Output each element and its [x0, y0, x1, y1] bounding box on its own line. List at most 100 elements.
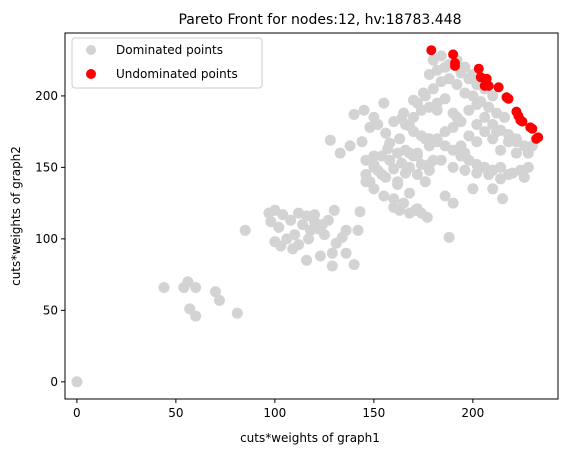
dominated-point	[471, 136, 482, 147]
dominated-point	[459, 148, 470, 159]
y-tick-label: 200	[35, 89, 58, 103]
x-tick-label: 200	[461, 406, 484, 420]
x-axis: 0 50 100 150 200	[73, 399, 484, 420]
dominated-point	[325, 135, 336, 146]
dominated-point	[357, 136, 368, 147]
y-tick-label: 0	[50, 375, 58, 389]
dominated-point	[394, 205, 405, 216]
dominated-point	[404, 120, 415, 131]
dominated-point	[424, 159, 435, 170]
dominated-point	[523, 148, 534, 159]
y-axis-label: cuts*weights of graph2	[9, 146, 23, 286]
dominated-point	[335, 148, 346, 159]
dominated-point	[487, 90, 498, 101]
dominated-point	[392, 176, 403, 187]
dominated-point	[376, 169, 387, 180]
x-tick-label: 150	[362, 406, 385, 420]
dominated-point	[329, 205, 340, 216]
dominated-point	[380, 128, 391, 139]
undominated-point	[527, 124, 537, 134]
y-tick-label: 150	[35, 160, 58, 174]
dominated-point	[303, 233, 314, 244]
y-tick-label: 100	[35, 232, 58, 246]
y-axis: 0 50 100 150 200	[35, 89, 65, 389]
dominated-point	[483, 169, 494, 180]
dominated-point	[71, 376, 82, 387]
dominated-point	[452, 112, 463, 123]
dominated-point	[420, 176, 431, 187]
dominated-point	[495, 145, 506, 156]
dominated-point	[384, 138, 395, 149]
dominated-point	[436, 155, 447, 166]
dominated-point	[444, 232, 455, 243]
dominated-point	[301, 255, 312, 266]
dominated-point	[372, 119, 383, 130]
undominated-point	[531, 134, 541, 144]
dominated-point	[341, 225, 352, 236]
dominated-point	[420, 133, 431, 144]
undominated-point	[484, 81, 494, 91]
dominated-point	[394, 133, 405, 144]
dominated-point	[309, 209, 320, 220]
dominated-point	[378, 191, 389, 202]
dominated-point	[159, 282, 170, 293]
dominated-point	[319, 229, 330, 240]
dominated-point	[491, 126, 502, 137]
dominated-point	[190, 311, 201, 322]
dominated-point	[459, 165, 470, 176]
dominated-point	[349, 259, 360, 270]
dominated-point	[416, 208, 427, 219]
legend-marker-undominated	[86, 69, 96, 79]
dominated-point	[404, 148, 415, 159]
dominated-points-series	[71, 50, 537, 387]
dominated-point	[293, 239, 304, 250]
dominated-point	[345, 140, 356, 151]
undominated-point	[474, 64, 484, 74]
chart-title: Pareto Front for nodes:12, hv:18783.448	[178, 12, 461, 28]
dominated-point	[408, 95, 419, 106]
dominated-point	[487, 183, 498, 194]
undominated-point	[450, 61, 460, 71]
dominated-point	[519, 172, 530, 183]
x-axis-label: cuts*weights of graph1	[240, 431, 380, 445]
undominated-point	[494, 82, 504, 92]
dominated-point	[452, 79, 463, 90]
dominated-point	[240, 225, 251, 236]
dominated-point	[467, 183, 478, 194]
x-tick-label: 50	[168, 406, 183, 420]
x-tick-label: 100	[263, 406, 286, 420]
undominated-point	[426, 45, 436, 55]
dominated-point	[507, 168, 518, 179]
dominated-point	[495, 173, 506, 184]
dominated-point	[315, 251, 326, 262]
dominated-point	[327, 248, 338, 259]
dominated-point	[289, 229, 300, 240]
dominated-point	[317, 219, 328, 230]
dominated-point	[327, 261, 338, 272]
dominated-point	[378, 98, 389, 109]
dominated-point	[499, 112, 510, 123]
legend: Dominated points Undominated points	[72, 38, 262, 88]
dominated-point	[432, 105, 443, 116]
dominated-point	[355, 206, 366, 217]
dominated-point	[418, 88, 429, 99]
legend-label-undominated: Undominated points	[116, 67, 238, 81]
dominated-point	[404, 188, 415, 199]
x-tick-label: 0	[73, 406, 81, 420]
undominated-point	[448, 49, 458, 59]
dominated-point	[497, 193, 508, 204]
points-layer	[71, 45, 543, 387]
dominated-point	[275, 241, 286, 252]
dominated-point	[471, 168, 482, 179]
dominated-point	[232, 308, 243, 319]
y-tick-label: 50	[43, 303, 58, 317]
dominated-point	[448, 162, 459, 173]
dominated-point	[448, 198, 459, 209]
dominated-point	[190, 282, 201, 293]
dominated-point	[511, 133, 522, 144]
dominated-point	[523, 162, 534, 173]
dominated-point	[471, 119, 482, 130]
legend-marker-dominated	[86, 45, 96, 55]
dominated-point	[353, 225, 364, 236]
